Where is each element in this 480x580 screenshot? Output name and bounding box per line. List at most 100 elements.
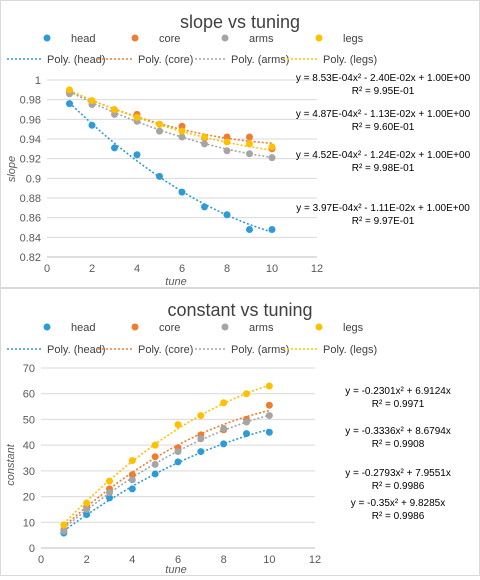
data-point [111,110,118,118]
chart-title: slope vs tuning [180,12,300,32]
legend-label: core [159,322,180,334]
data-point [220,440,228,448]
legend-trendline-label: Poly. (head) [47,54,106,66]
trendline-r-squared: R² = 0.9971 [372,399,425,410]
trendline-r-squared: R² = 9.60E-01 [352,122,415,133]
legend-marker [221,34,229,42]
legend-marker [131,34,139,42]
constant-chart: constant vs tuning tune constant 0102030… [5,300,451,576]
x-tick-label: 4 [129,554,135,566]
constant-chart-panel: constant vs tuning tune constant 0 10 20 30… [0,288,480,576]
data-point [178,133,186,141]
legend-trendline-label: Poly. (arms) [231,54,289,66]
data-point [174,458,182,466]
data-point [151,453,159,461]
data-point [265,428,273,436]
data-point [174,448,182,456]
data-point [223,147,231,155]
trendline [63,384,270,525]
x-tick-label: 4 [134,263,140,275]
data-point [106,477,113,485]
legend-trendline-label: Poly. (core) [138,344,193,356]
trendline-equation: y = -0.2301x² + 6.9124x [345,386,451,397]
x-tick-label: 12 [311,263,323,275]
x-tick-label: 10 [263,554,275,566]
legend-label: core [159,33,180,45]
data-point [151,441,159,449]
slope-chart-panel: slope vs tuning tune slope 0.82 0.84 0.86 0… [0,0,480,288]
legend-trendline-label: Poly. (legs) [323,344,377,356]
legend-trendline-label: Poly. (arms) [231,344,289,356]
data-point [156,120,163,128]
x-axis-label: tune [165,276,186,287]
x-tick-label: 0 [38,554,44,566]
data-point [243,390,250,398]
legend-marker [315,34,323,42]
legend-label: head [71,33,95,45]
data-point [83,505,91,513]
trendline [68,102,273,233]
legend-marker [131,323,139,331]
legend-label: legs [343,322,364,334]
data-point [111,144,118,152]
y-tick-label: 0.84 [20,232,41,244]
data-point [156,127,163,135]
data-point [178,188,186,196]
trendline-equation: y = -0.2793x² + 7.9551x [345,468,451,479]
data-point [246,140,253,148]
y-tick-label: 50 [23,414,35,426]
data-point [223,133,231,141]
data-point [128,485,136,493]
y-tick-label: 0 [29,543,35,555]
data-point [60,527,68,535]
trendline-r-squared: R² = 0.9986 [372,481,425,492]
x-axis-label: tune [165,564,186,575]
data-point [83,499,91,507]
data-point [128,457,136,465]
x-tick-label: 6 [179,263,185,275]
trendline-equation: y = 4.52E-04x² - 1.24E-02x + 1.00E+00 [296,150,471,161]
data-point [88,97,96,105]
trendline-r-squared: R² = 0.9908 [372,439,425,450]
data-point [106,494,113,502]
trendline [69,89,273,144]
data-point [66,86,73,94]
x-tick-label: 2 [84,554,90,566]
trendline [63,414,270,529]
y-tick-label: 70 [23,363,35,375]
y-tick-label: 20 [23,492,35,504]
data-point [197,448,205,456]
data-point [268,225,276,233]
data-point [265,412,273,420]
y-tick-label: 40 [23,440,35,452]
legend-label: head [71,322,95,334]
data-point [246,133,253,141]
data-point [178,122,186,130]
x-tick-label: 8 [224,263,230,275]
y-tick-label: 0.96 [20,114,41,126]
trendline [69,90,273,159]
chart-title: constant vs tuning [167,300,312,320]
data-point [88,121,96,129]
legend-marker [221,323,229,331]
legend-marker [43,34,51,42]
trendline-equation: y = -0.3336x² + 8.6794x [345,426,451,437]
data-point [178,127,186,135]
y-tick-label: 10 [23,517,35,529]
data-point [197,435,205,443]
x-tick-label: 2 [89,263,95,275]
y-tick-label: 0.98 [20,95,41,107]
x-tick-label: 6 [175,554,181,566]
trendline-r-squared: R² = 9.95E-01 [352,86,415,97]
y-tick-label: 60 [23,389,35,401]
trendline-r-squared: R² = 9.98E-01 [352,163,415,174]
data-point [246,225,253,233]
x-tick-label: 10 [266,263,278,275]
y-tick-label: 0.94 [20,134,41,146]
data-point [151,470,159,478]
x-tick-label: 8 [221,554,227,566]
legend-marker [315,323,323,331]
data-point [106,489,113,497]
data-point [268,143,276,151]
legend-trendline-label: Poly. (core) [138,54,193,66]
